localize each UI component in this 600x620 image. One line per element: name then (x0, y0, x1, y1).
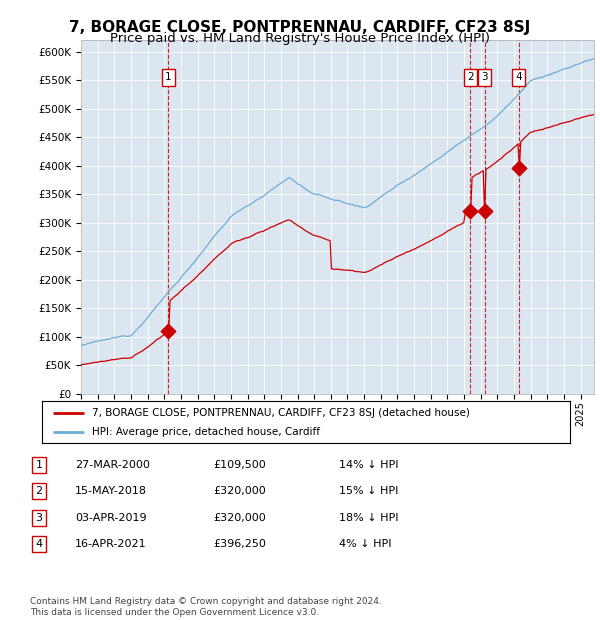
Text: Price paid vs. HM Land Registry's House Price Index (HPI): Price paid vs. HM Land Registry's House … (110, 32, 490, 45)
Text: £109,500: £109,500 (213, 460, 266, 470)
Text: 4: 4 (35, 539, 43, 549)
Text: 4: 4 (515, 73, 522, 82)
Text: 14% ↓ HPI: 14% ↓ HPI (339, 460, 398, 470)
Text: 3: 3 (482, 73, 488, 82)
Text: 7, BORAGE CLOSE, PONTPRENNAU, CARDIFF, CF23 8SJ: 7, BORAGE CLOSE, PONTPRENNAU, CARDIFF, C… (70, 20, 530, 35)
Text: 2: 2 (35, 486, 43, 496)
Text: Contains HM Land Registry data © Crown copyright and database right 2024.
This d: Contains HM Land Registry data © Crown c… (30, 598, 382, 617)
Text: 15-MAY-2018: 15-MAY-2018 (75, 486, 147, 496)
Point (480, 206, 490, 216)
Text: £396,250: £396,250 (213, 539, 266, 549)
Text: 18% ↓ HPI: 18% ↓ HPI (339, 513, 398, 523)
Text: 16-APR-2021: 16-APR-2021 (75, 539, 146, 549)
Text: 03-APR-2019: 03-APR-2019 (75, 513, 146, 523)
Text: 1: 1 (165, 73, 172, 82)
Text: 7, BORAGE CLOSE, PONTPRENNAU, CARDIFF, CF23 8SJ (detached house): 7, BORAGE CLOSE, PONTPRENNAU, CARDIFF, C… (92, 407, 470, 417)
Text: 4% ↓ HPI: 4% ↓ HPI (339, 539, 391, 549)
Point (163, 326, 173, 336)
Text: 27-MAR-2000: 27-MAR-2000 (75, 460, 150, 470)
Text: 1: 1 (35, 460, 43, 470)
Point (466, 206, 475, 216)
Text: £320,000: £320,000 (213, 486, 266, 496)
Text: £320,000: £320,000 (213, 513, 266, 523)
Text: 2: 2 (467, 73, 473, 82)
Text: 15% ↓ HPI: 15% ↓ HPI (339, 486, 398, 496)
Text: HPI: Average price, detached house, Cardiff: HPI: Average price, detached house, Card… (92, 427, 320, 437)
Text: 3: 3 (35, 513, 43, 523)
Point (514, 163, 524, 173)
